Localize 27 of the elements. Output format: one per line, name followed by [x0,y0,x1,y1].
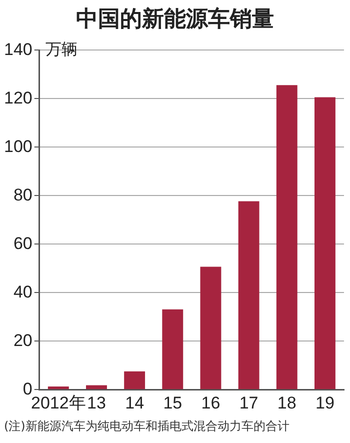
x-tick-label: 15 [163,393,182,412]
bar [86,385,107,390]
x-tick-label: 2012年 [30,393,86,412]
bar [314,97,336,390]
y-tick-label: 0 [22,379,32,398]
text: (注)新能源汽车为纯电动车和插电式混合动力车的合计 [4,418,290,435]
y-tick-label: 60 [13,234,32,253]
x-tick-label: 13 [87,393,106,412]
bar [238,201,260,390]
bar [200,266,222,390]
y-tick-label: 40 [13,282,32,302]
x-tick-label: 16 [201,393,220,412]
y-tick-label: 100 [4,136,32,156]
bar [124,371,146,390]
y-tick-label: 20 [13,330,32,350]
x-tick-label: 19 [316,393,334,412]
y-tick-label: 140 [4,40,32,59]
x-tick-label: 14 [125,393,144,412]
bar [276,85,298,390]
y-tick-label: 80 [13,185,32,204]
bar [162,309,184,390]
y-axis-title: 万辆 [45,39,78,58]
x-tick-label: 18 [277,393,296,412]
y-tick-label: 120 [4,88,32,108]
chart-title: 中国的新能源车销量 [75,6,275,34]
x-tick-label: 17 [239,393,258,412]
bar [48,386,69,390]
